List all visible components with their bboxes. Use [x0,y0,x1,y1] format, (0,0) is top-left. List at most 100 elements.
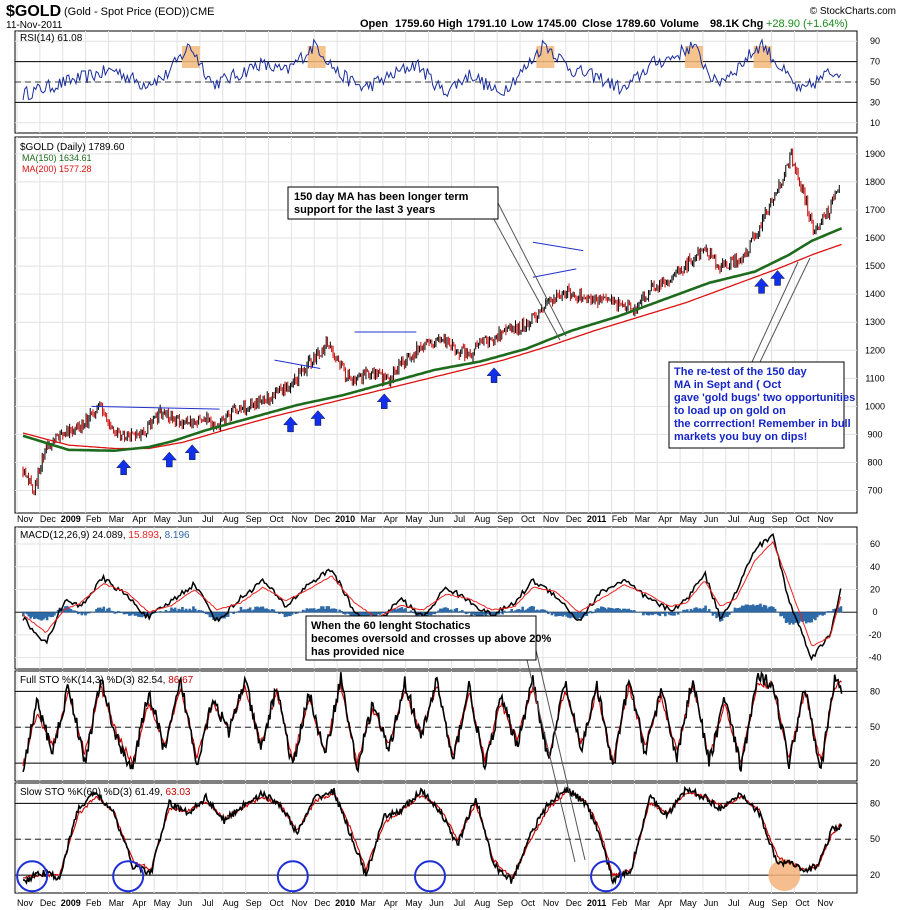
macd-histogram-bar [642,612,645,616]
macd-histogram-bar [331,608,334,613]
bottom-month-label: May [680,898,698,908]
bottom-month-label: Oct [521,898,536,908]
macd-histogram-bar [226,612,230,617]
macd-histogram-bar [157,611,160,613]
macd-histogram-bar [640,611,643,613]
slow-tick-label: 80 [870,798,880,808]
bottom-month-label: May [405,898,423,908]
macd-histogram-bar [667,612,671,615]
stochastic-annotation: When the 60 lenght Stochatics becomes ove… [311,620,551,658]
macd-histogram-bar [201,610,204,613]
bottom-month-label: Nov [543,898,560,908]
macd-histogram-bar [391,609,395,613]
macd-histogram-bar [671,612,674,616]
bottom-month-label: Apr [658,898,672,908]
macd-histogram-bar [426,612,429,618]
macd-histogram-bar [543,609,546,613]
macd-histogram-bar [254,606,257,613]
chart-date: 11-Nov-2011 [6,20,63,31]
macd-histogram-bar [471,612,475,615]
macd-histogram-bar [38,612,42,620]
macd-histogram-bar [43,612,47,618]
macd-histogram-bar [76,612,80,615]
slow-tick-label: 50 [870,834,880,844]
macd-histogram-bar [647,612,651,616]
macd-histogram-bar [245,609,248,613]
macd-histogram-bar [171,608,175,613]
macd-histogram-bar [786,612,790,623]
macd-histogram-bar [484,612,488,616]
macd-panel [14,526,858,670]
macd-histogram-bar [23,612,27,614]
macd-histogram-bar [722,612,726,618]
macd-histogram-bar [285,612,289,617]
macd-histogram-bar [660,612,663,614]
macd-histogram-bar [711,612,715,616]
macd-histogram-bar [314,609,318,613]
macd-histogram-bar [654,612,658,614]
macd-histogram-bar [537,610,541,613]
low-label: Low [511,18,533,30]
macd-histogram-bar [382,612,385,613]
macd-histogram-bar [208,612,212,618]
macd-histogram-bar [80,612,84,616]
bottom-month-label: Nov [817,898,834,908]
macd-tick-label: -20 [868,630,881,640]
price-month-label: Nov [817,514,834,524]
macd-histogram-bar [404,608,407,613]
macd-histogram-bar [643,612,647,614]
trendline [91,405,220,410]
macd-histogram-bar [135,612,139,616]
macd-histogram-bar [620,609,623,613]
macd-histogram-bar [526,608,530,613]
macd-histogram-bar [131,612,135,614]
macd-histogram-bar [653,612,656,615]
price-tick-label: 1400 [865,289,885,299]
buy-arrow-icon [116,459,132,475]
macd-histogram-bar [695,607,698,613]
macd-histogram-bar [217,612,221,621]
trendline [532,268,577,278]
price-tick-label: 1500 [865,261,885,271]
macd-histogram-bar [113,612,117,614]
macd-histogram-bar [539,609,543,613]
macd-histogram-bar [665,612,669,613]
macd-histogram-bar [36,612,40,620]
macd-histogram-bar [164,609,168,613]
macd-histogram-bar [616,608,620,613]
price-month-label: Feb [86,514,102,524]
macd-histogram-bar [735,608,738,613]
macd-histogram-bar [431,612,435,614]
macd-histogram-bar [477,612,481,617]
macd-histogram-bar [629,610,632,613]
macd-histogram-bar [592,612,596,613]
price-month-label: Oct [521,514,536,524]
macd-histogram-bar [810,612,813,623]
macd-histogram-bar [638,611,642,613]
macd-histogram-bar [587,612,590,614]
change-label: Chg [742,18,763,30]
macd-histogram-bar [376,612,380,615]
macd-histogram-bar [532,606,535,613]
macd-histogram-bar [144,612,148,618]
bottom-month-label: Aug [749,898,765,908]
macd-histogram-bar [618,608,621,613]
macd-histogram-bar [305,608,309,613]
macd-histogram-bar [34,612,38,619]
price-month-label: Jul [202,514,214,524]
macd-histogram-bar [140,612,144,618]
macd-histogram-bar [120,611,124,613]
instrument-name: (Gold - Spot Price (EOD)) [64,6,189,18]
open-value: 1759.60 [395,18,435,30]
macd-histogram-bar [559,612,563,617]
macd-histogram-bar [338,609,342,613]
bottom-month-label: Oct [795,898,810,908]
macd-histogram-bar [378,612,382,615]
macd-histogram-bar [797,612,801,624]
buy-arrow-icon [486,367,502,383]
macd-histogram-bar [740,605,744,613]
macd-histogram-bar [684,609,687,613]
macd-histogram-bar [612,609,616,613]
macd-histogram-bar [486,612,490,614]
